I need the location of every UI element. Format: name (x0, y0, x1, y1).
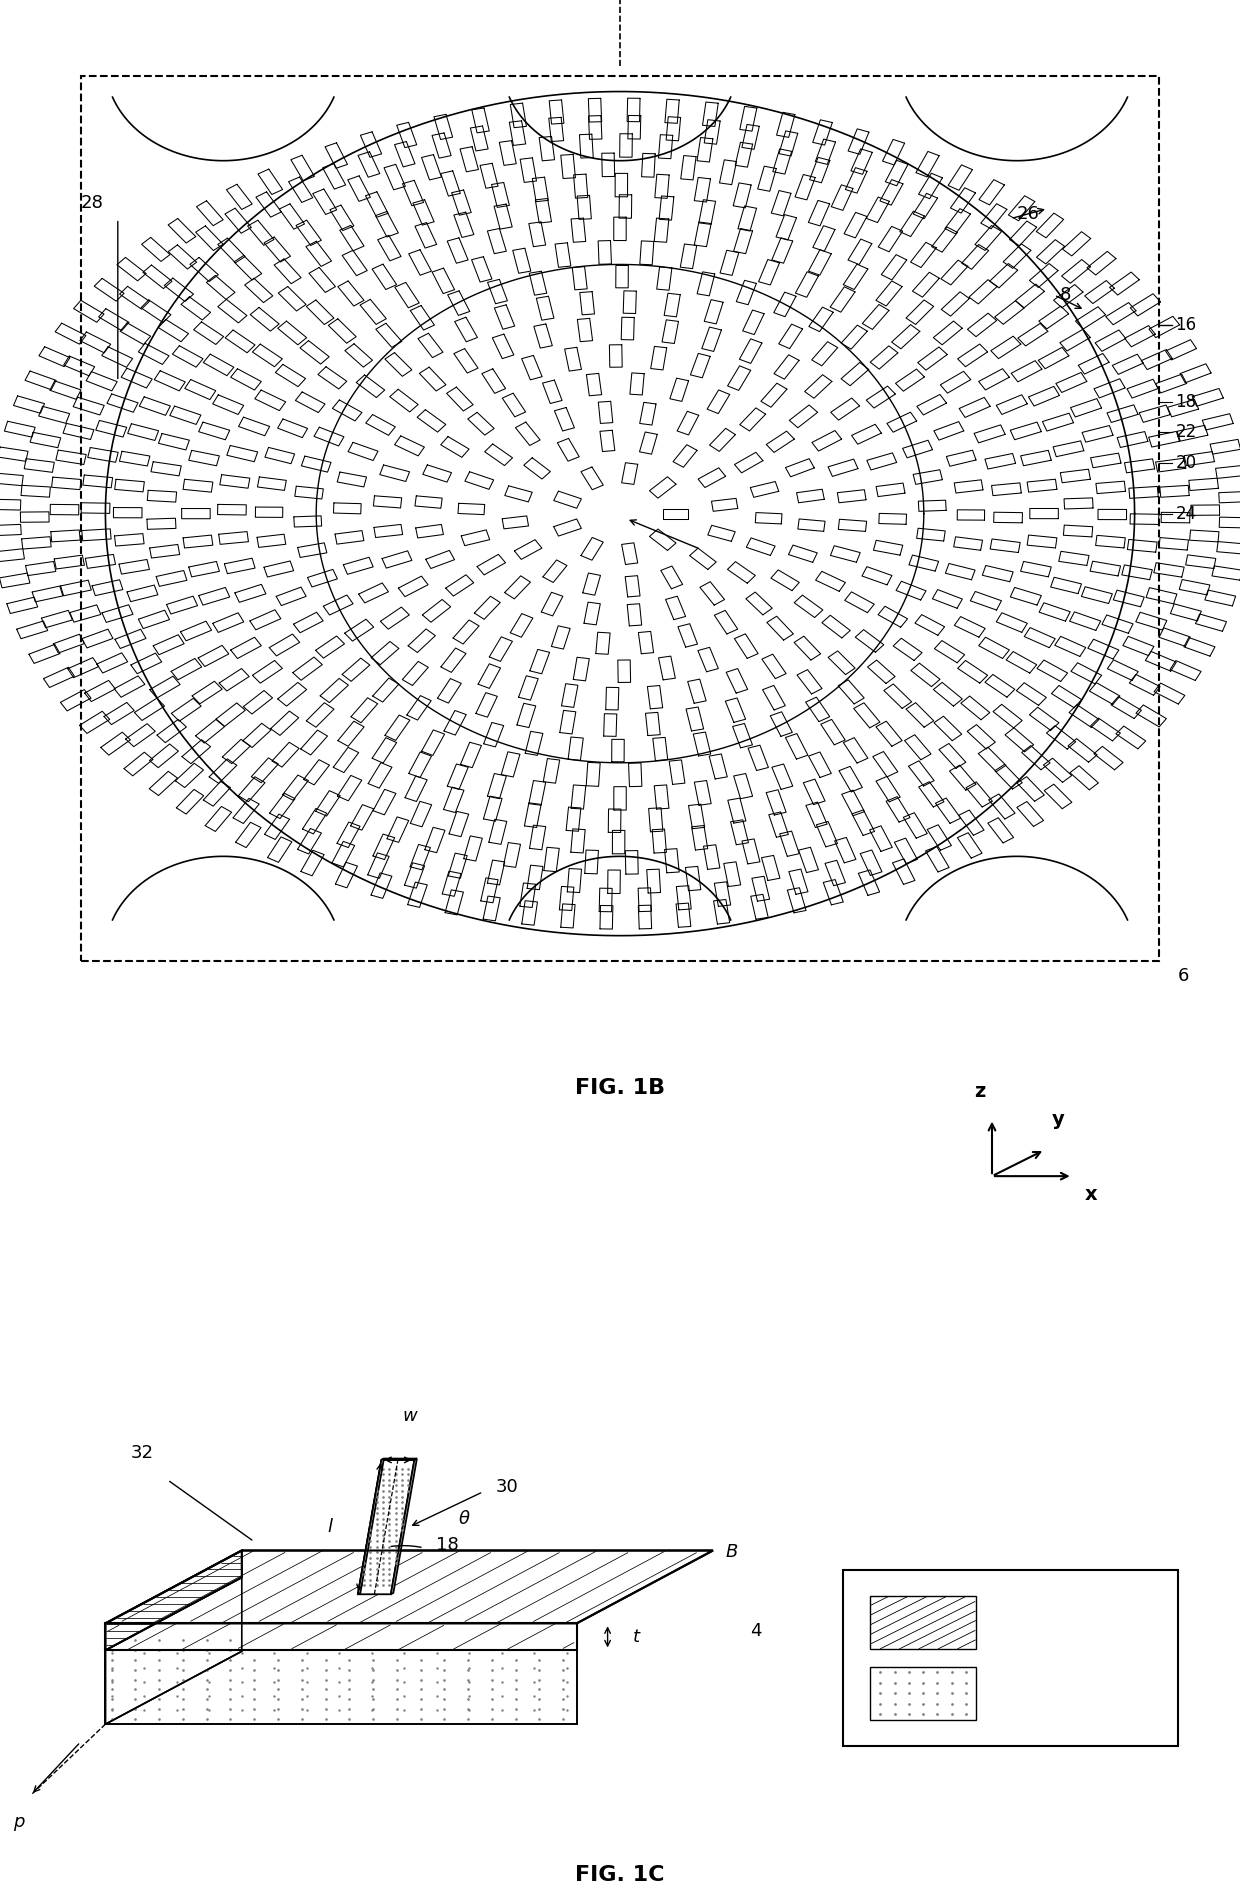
Text: 22: 22 (1176, 424, 1197, 441)
Text: 6: 6 (1178, 968, 1189, 985)
Text: B: B (725, 1542, 738, 1561)
Polygon shape (358, 1458, 384, 1595)
Text: 24: 24 (1176, 504, 1197, 523)
Text: FIG. 1C: FIG. 1C (575, 1865, 665, 1886)
Bar (870, 1667, 976, 1720)
Text: y: y (1052, 1110, 1064, 1129)
Text: θ: θ (459, 1509, 470, 1528)
Polygon shape (105, 1578, 242, 1724)
Text: 32: 32 (130, 1445, 154, 1462)
Text: x: x (1085, 1184, 1097, 1203)
FancyBboxPatch shape (843, 1570, 1178, 1747)
Text: 18: 18 (435, 1536, 459, 1553)
Polygon shape (105, 1551, 242, 1650)
Polygon shape (358, 1460, 414, 1595)
Bar (870, 1597, 976, 1648)
Text: SiO₂: SiO₂ (998, 1684, 1037, 1701)
Text: 30: 30 (496, 1479, 518, 1496)
Text: l: l (327, 1519, 332, 1536)
Text: 26: 26 (1017, 205, 1039, 222)
Text: 16: 16 (1176, 316, 1197, 335)
Polygon shape (105, 1650, 577, 1724)
Text: w: w (403, 1407, 418, 1424)
Text: Au: Au (998, 1614, 1022, 1631)
Text: 20: 20 (1176, 454, 1197, 471)
Text: 18: 18 (1176, 394, 1197, 411)
Text: 8: 8 (1060, 285, 1071, 304)
Text: p: p (12, 1814, 25, 1831)
Text: 28: 28 (81, 194, 103, 213)
Text: t: t (632, 1627, 640, 1646)
Polygon shape (105, 1623, 577, 1650)
Text: z: z (973, 1082, 986, 1101)
Polygon shape (105, 1551, 713, 1623)
Text: 4: 4 (750, 1622, 761, 1641)
Text: FIG. 1B: FIG. 1B (575, 1078, 665, 1099)
Polygon shape (391, 1458, 417, 1595)
